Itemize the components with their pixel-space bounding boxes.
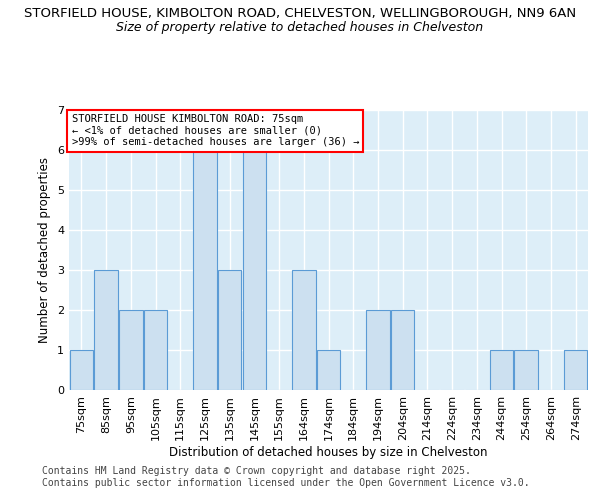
Text: Contains public sector information licensed under the Open Government Licence v3: Contains public sector information licen… — [42, 478, 530, 488]
Bar — [564, 350, 587, 390]
Bar — [242, 150, 266, 390]
Text: Contains HM Land Registry data © Crown copyright and database right 2025.: Contains HM Land Registry data © Crown c… — [42, 466, 471, 476]
Bar — [70, 350, 93, 390]
Bar — [119, 310, 143, 390]
Bar — [218, 270, 241, 390]
Text: STORFIELD HOUSE KIMBOLTON ROAD: 75sqm
← <1% of detached houses are smaller (0)
>: STORFIELD HOUSE KIMBOLTON ROAD: 75sqm ← … — [71, 114, 359, 148]
Bar — [317, 350, 340, 390]
Bar — [193, 150, 217, 390]
X-axis label: Distribution of detached houses by size in Chelveston: Distribution of detached houses by size … — [169, 446, 488, 458]
Bar — [292, 270, 316, 390]
Bar — [391, 310, 415, 390]
Bar — [144, 310, 167, 390]
Bar — [366, 310, 389, 390]
Text: STORFIELD HOUSE, KIMBOLTON ROAD, CHELVESTON, WELLINGBOROUGH, NN9 6AN: STORFIELD HOUSE, KIMBOLTON ROAD, CHELVES… — [24, 8, 576, 20]
Bar — [94, 270, 118, 390]
Bar — [514, 350, 538, 390]
Bar — [490, 350, 513, 390]
Y-axis label: Number of detached properties: Number of detached properties — [38, 157, 52, 343]
Text: Size of property relative to detached houses in Chelveston: Size of property relative to detached ho… — [116, 21, 484, 34]
